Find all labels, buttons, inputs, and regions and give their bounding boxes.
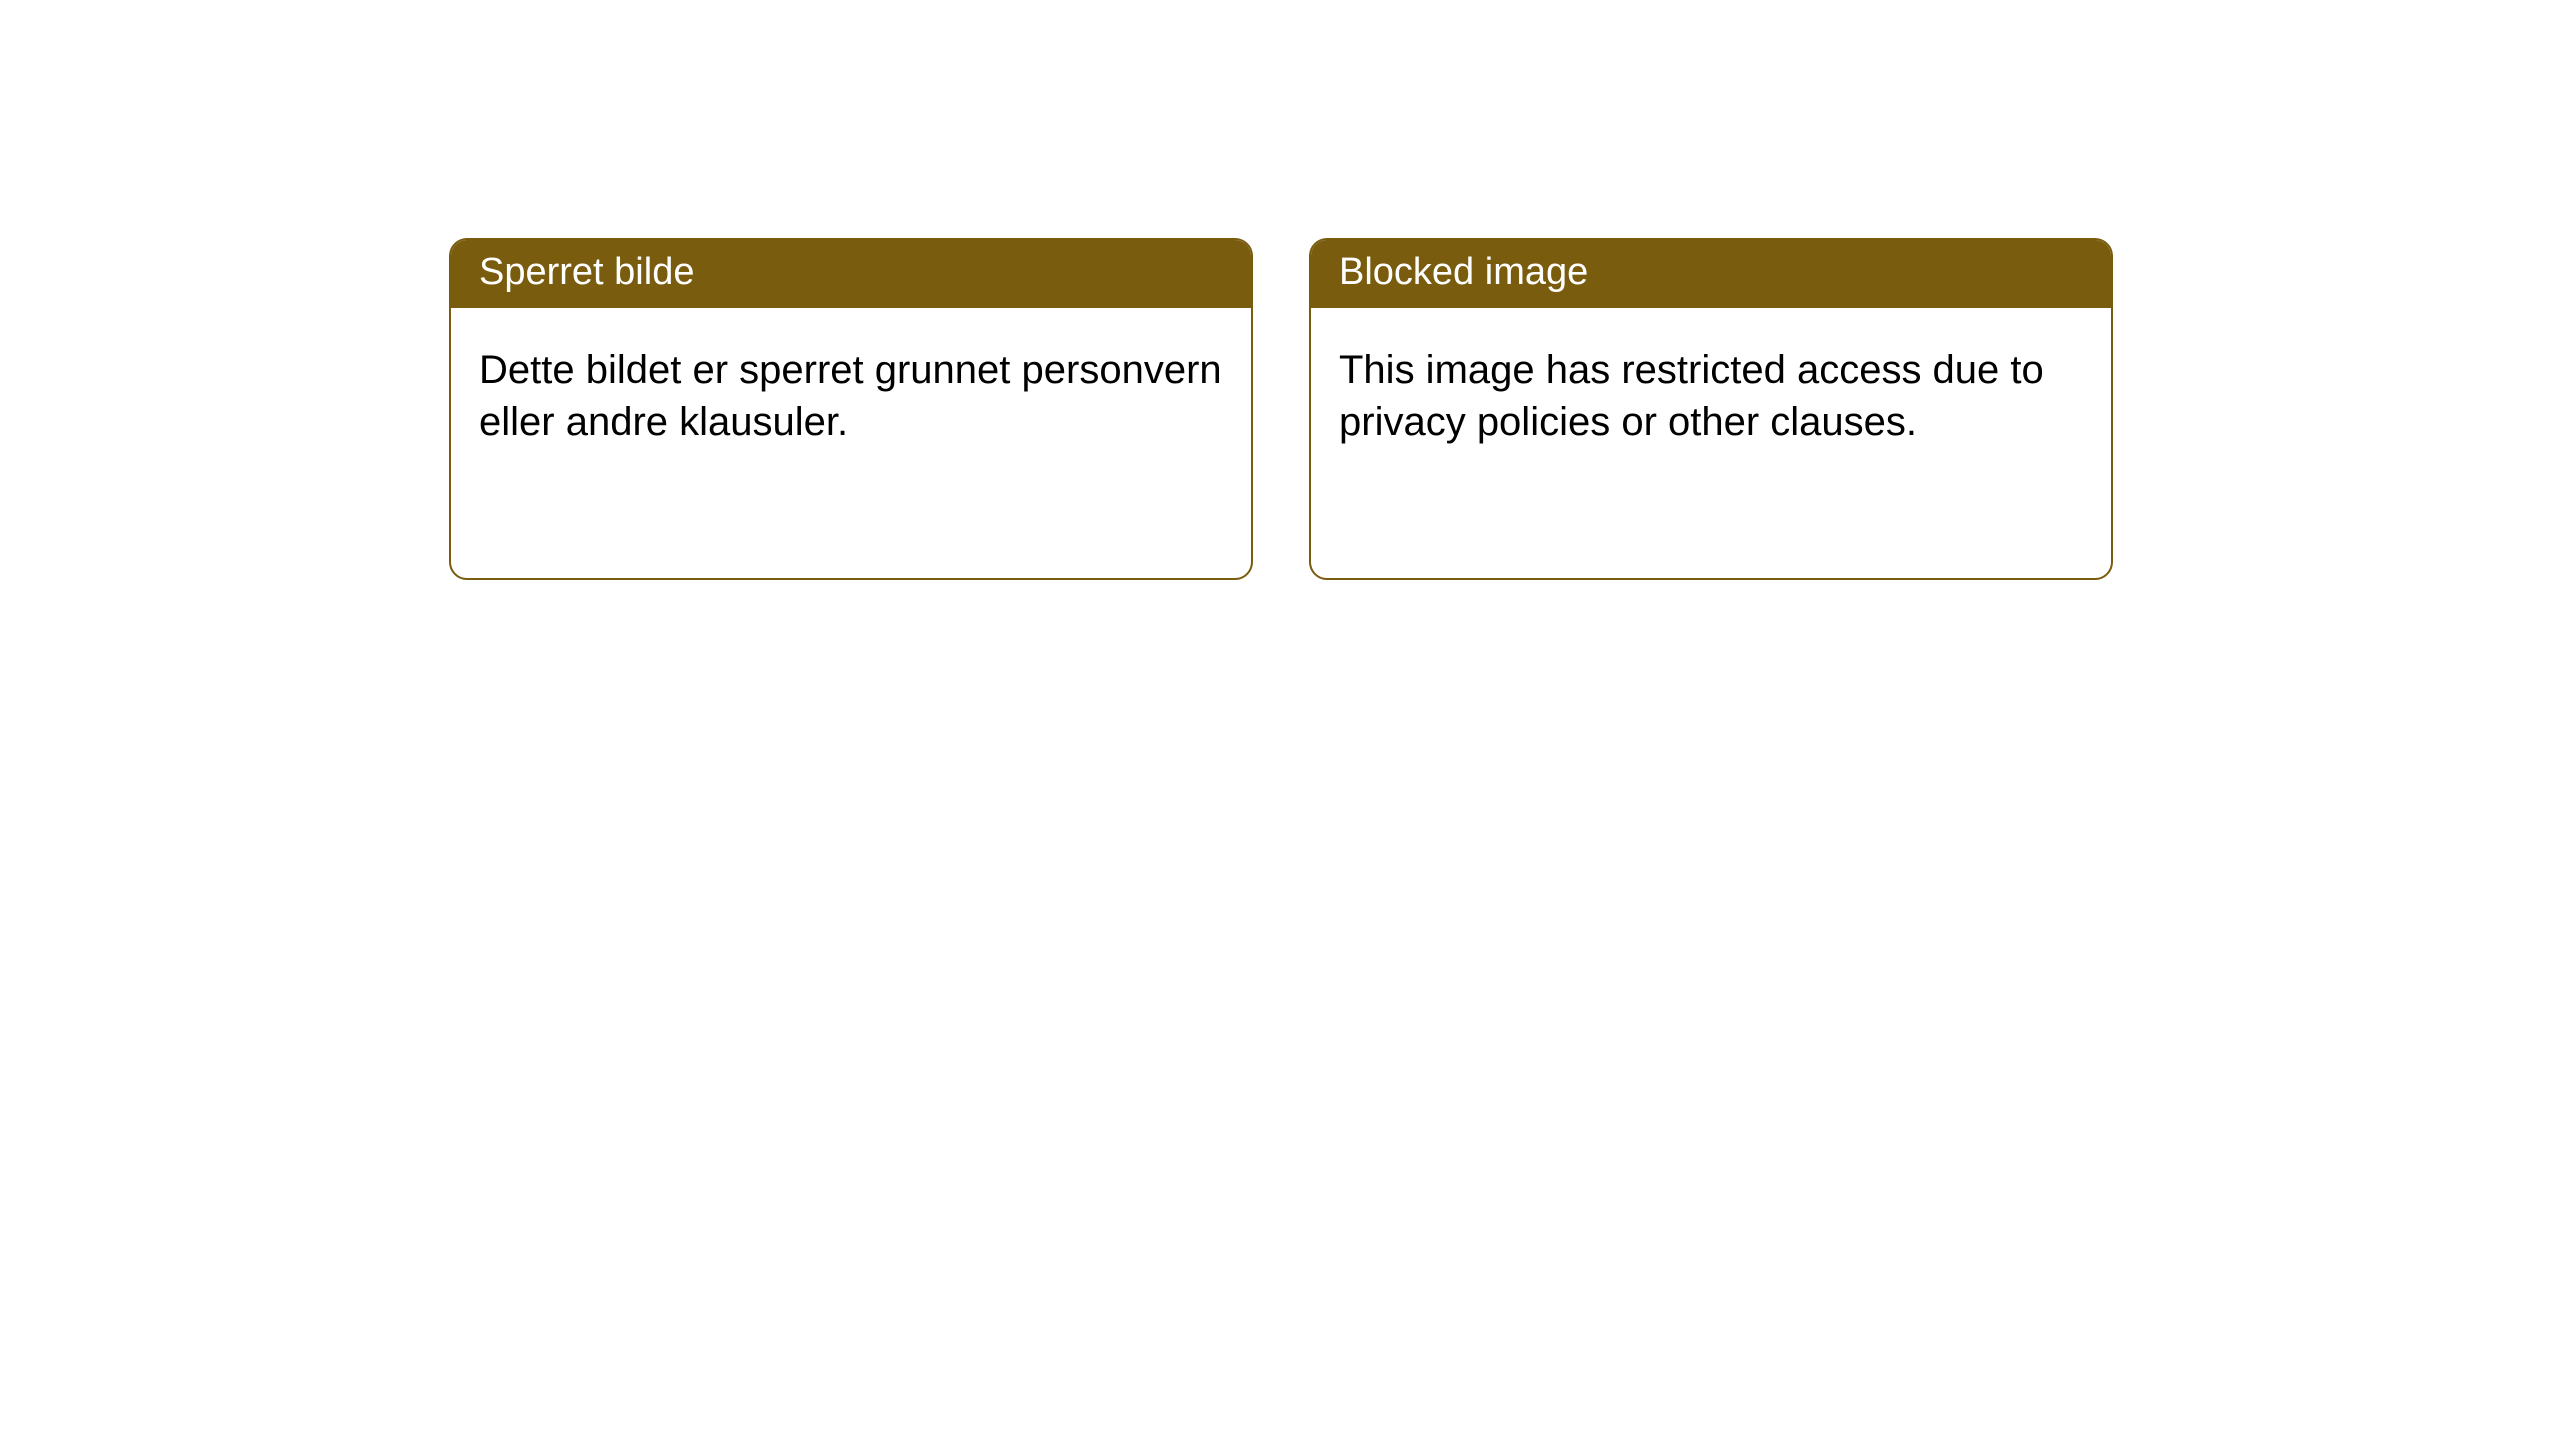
notice-box-english: Blocked image This image has restricted … — [1309, 238, 2113, 580]
notice-title: Sperret bilde — [451, 240, 1251, 308]
notice-box-norwegian: Sperret bilde Dette bildet er sperret gr… — [449, 238, 1253, 580]
notice-title: Blocked image — [1311, 240, 2111, 308]
notice-container: Sperret bilde Dette bildet er sperret gr… — [0, 0, 2560, 580]
notice-body: Dette bildet er sperret grunnet personve… — [451, 308, 1251, 578]
notice-body: This image has restricted access due to … — [1311, 308, 2111, 578]
